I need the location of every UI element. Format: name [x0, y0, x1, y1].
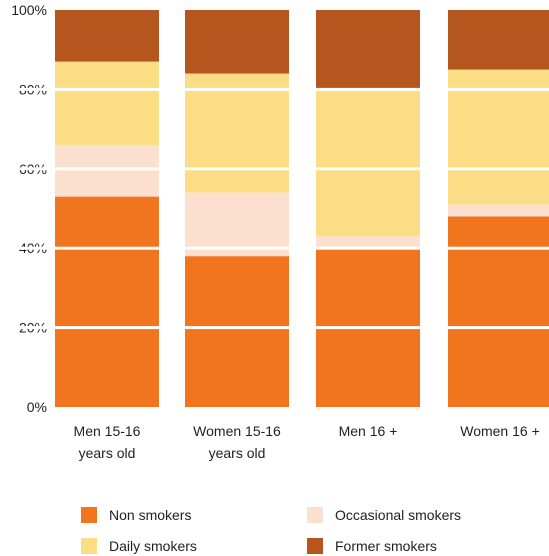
legend-item: Former smokers	[307, 536, 437, 556]
gridlines	[0, 87, 549, 330]
bar-segment	[316, 10, 420, 90]
y-tick-label: 100%	[11, 2, 47, 18]
legend-label: Occasional smokers	[335, 507, 462, 523]
bar-segment	[185, 10, 289, 74]
x-tick-label: years old	[79, 445, 136, 461]
bar-segment	[185, 192, 289, 257]
bar-segment	[55, 61, 159, 145]
gridline	[0, 326, 549, 330]
bar-segment	[448, 69, 549, 205]
bar-segment	[448, 216, 549, 407]
x-tick-label: Men 15-16	[74, 423, 141, 439]
legend-label: Non smokers	[109, 507, 192, 523]
bar-segment	[316, 89, 420, 237]
bars	[55, 10, 549, 407]
legend-item: Occasional smokers	[307, 505, 461, 525]
bar-segment	[316, 236, 420, 249]
gridline	[0, 246, 549, 250]
x-tick-label: Men 16 +	[339, 423, 398, 439]
gridline	[0, 87, 549, 91]
legend-label: Former smokers	[335, 538, 437, 554]
bar-segment	[55, 144, 159, 197]
bar-segment	[185, 73, 289, 193]
gridline	[0, 167, 549, 171]
legend: Non smokers Occasional smokers Daily smoke…	[0, 500, 549, 554]
bar-segment	[55, 196, 159, 407]
y-tick-label: 0%	[27, 399, 47, 415]
legend-item: Daily smokers	[81, 536, 197, 556]
legend-swatch	[81, 538, 97, 554]
legend-label: Daily smokers	[109, 538, 197, 554]
x-tick-label: Women 16 +	[460, 423, 540, 439]
legend-swatch	[307, 538, 323, 554]
legend-swatch	[307, 507, 323, 523]
bar-segment	[448, 10, 549, 70]
bar-segment	[185, 256, 289, 407]
x-tick-label: Women 15-16	[193, 423, 281, 439]
legend-swatch	[81, 507, 97, 523]
x-axis: Men 15-16 years old Women 15-16 years old Me…	[74, 423, 540, 461]
bar-segment	[55, 10, 159, 62]
x-tick-label: years old	[209, 445, 266, 461]
bar-segment	[448, 204, 549, 217]
y-axis: 0%20%40%60%80%100%	[11, 2, 47, 415]
legend-item: Non smokers	[81, 505, 191, 525]
